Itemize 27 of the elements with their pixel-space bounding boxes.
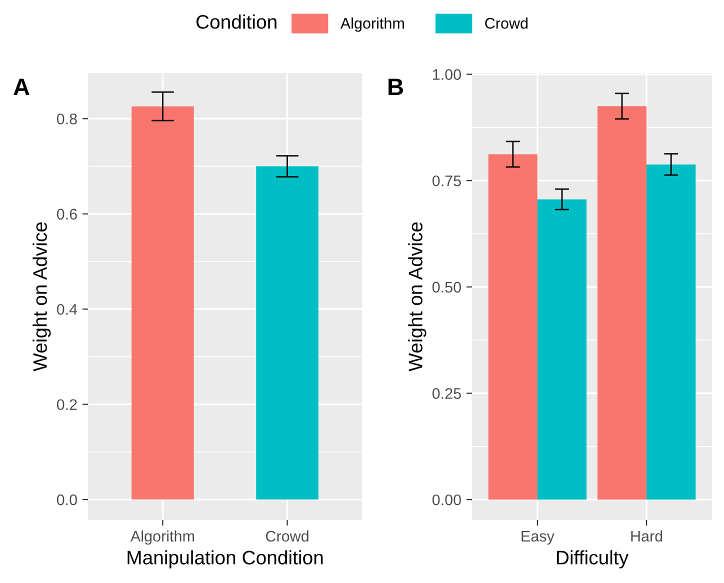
- y-tick-label: 0.6: [56, 208, 77, 220]
- bar: [597, 106, 647, 500]
- y-tick-label: 0.4: [56, 304, 78, 315]
- chart-title: B: [388, 78, 403, 95]
- y-axis-title: Weight on Advice: [408, 222, 426, 372]
- legend-label: Algorithm: [340, 18, 404, 32]
- y-tick-label: 0.50: [432, 282, 461, 293]
- y-tick-label: 0.75: [432, 175, 461, 186]
- x-tick-label: Easy: [522, 530, 554, 545]
- x-axis-title: Difficulty: [557, 550, 629, 568]
- x-tick-label: Crowd: [266, 530, 308, 542]
- bar: [646, 164, 696, 500]
- bar: [537, 199, 587, 500]
- bar: [488, 154, 538, 500]
- x-tick-label: Hard: [631, 530, 662, 542]
- x-tick-label: Algorithm: [130, 530, 194, 545]
- chart-title: A: [14, 78, 30, 95]
- legend-title: Condition: [196, 14, 276, 29]
- y-axis-title: Weight on Advice: [32, 222, 51, 372]
- y-tick-label: 0.8: [56, 114, 77, 124]
- legend-label: Crowd: [485, 18, 528, 29]
- y-tick-label: 0.00: [432, 494, 461, 506]
- y-tick-label: 0.25: [432, 388, 461, 399]
- y-tick-label: 0.2: [56, 399, 77, 410]
- y-tick-label: 1.00: [433, 69, 461, 80]
- y-tick-label: 0.0: [56, 494, 77, 506]
- x-axis-title: Manipulation Condition: [128, 550, 323, 568]
